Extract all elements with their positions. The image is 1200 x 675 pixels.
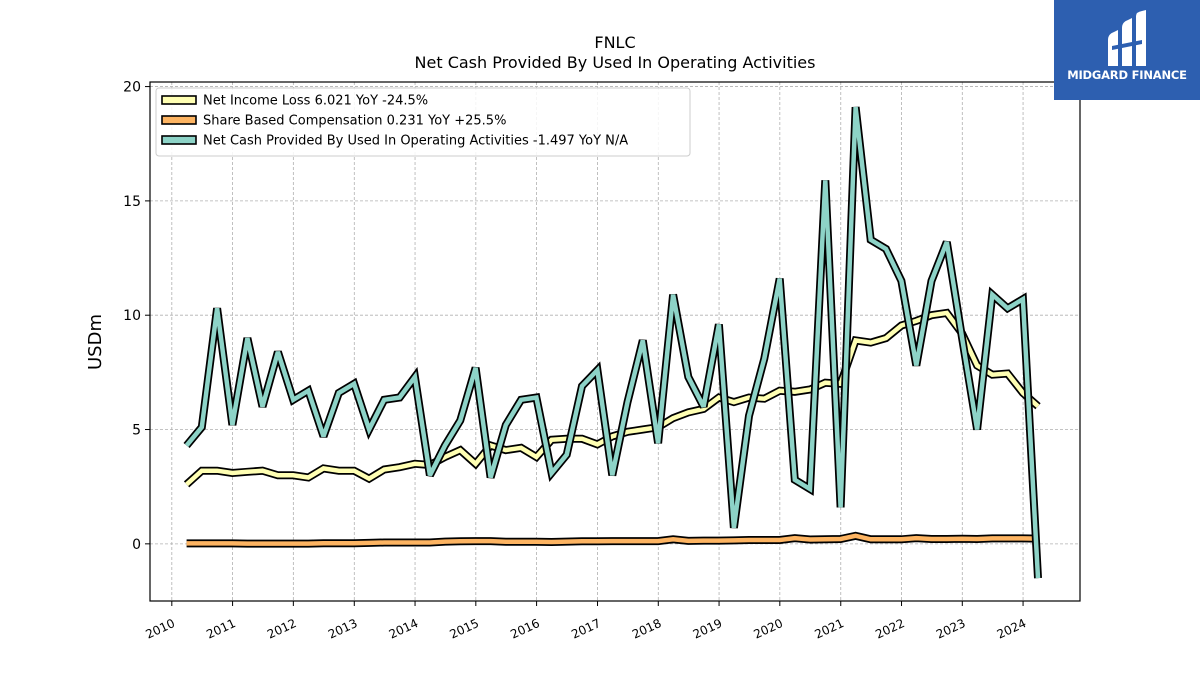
y-axis: 0 5 10 15 20 [123,80,150,553]
legend-label: Net Income Loss 6.021 YoY -24.5% [203,94,428,109]
brand-logo: MIDGARD FINANCE [1054,0,1200,100]
legend-label: Net Cash Provided By Used In Operating A… [203,134,628,149]
logo-mark-icon [1108,10,1146,66]
legend: Net Income Loss 6.021 YoY -24.5% Share Ba… [155,87,691,157]
x-tick-label: 2014 [387,616,421,642]
legend-swatch [161,115,197,125]
x-tick-label: 2018 [630,616,664,642]
legend-swatch [161,95,197,105]
chart-title: FNLC [594,33,635,52]
x-tick-label: 2011 [204,616,238,642]
gridlines [150,82,1080,601]
legend-swatch [161,135,197,145]
x-tick-label: 2017 [569,616,603,642]
series-line-1 [186,533,1039,546]
plot-frame [149,81,1081,602]
series-line-0 [185,310,1040,487]
x-axis: 2010 2011 2012 2013 2014 2015 2016 2017 2018 2019… [143,601,1028,642]
x-tick-label: 2013 [326,616,360,642]
series-lines [183,106,1042,579]
y-tick-label: 15 [123,194,141,210]
x-tick-label: 2023 [934,616,968,642]
x-tick-label: 2019 [691,616,725,642]
series-line-2 [184,106,1041,579]
legend-box [155,87,691,157]
x-tick-label: 2012 [265,616,299,642]
x-tick-label: 2024 [995,616,1029,642]
y-axis-label: USDm [85,314,106,370]
x-tick-label: 2015 [447,616,481,642]
y-tick-label: 0 [132,537,141,553]
logo-text: MIDGARD FINANCE [1067,68,1187,82]
y-tick-label: 20 [123,80,141,96]
x-tick-label: 2010 [143,616,177,642]
chart-subtitle: Net Cash Provided By Used In Operating A… [415,53,816,72]
x-tick-label: 2021 [812,616,846,642]
legend-label: Share Based Compensation 0.231 YoY +25.5… [203,114,506,129]
y-tick-label: 10 [123,308,141,324]
x-tick-label: 2016 [508,616,542,642]
y-tick-label: 5 [132,423,141,439]
x-tick-label: 2022 [873,616,907,642]
x-tick-label: 2020 [751,616,785,642]
